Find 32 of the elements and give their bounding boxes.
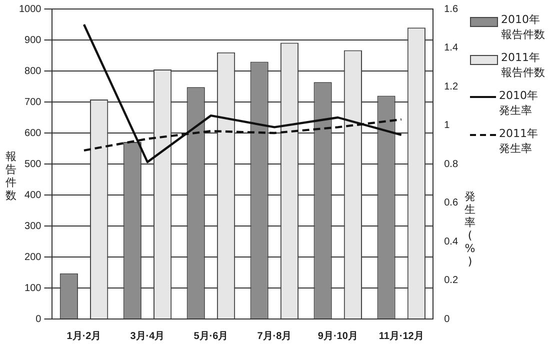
- legend-label: 2010年発生率: [499, 88, 539, 118]
- y-tick-label: 100: [24, 282, 42, 294]
- y2-tick-label: 0.4: [444, 236, 458, 248]
- y2-tick-label: 0.6: [444, 198, 458, 208]
- x-tick-label: 7月·8月: [257, 330, 292, 342]
- x-tick-label: 3月·4月: [130, 330, 165, 342]
- y-tick-label: 300: [24, 220, 42, 232]
- y2-tick-label: 1.4: [444, 42, 458, 54]
- y2-tick-label: 0.2: [444, 275, 458, 286]
- y-tick-label: 600: [24, 128, 42, 139]
- legend-label: 2010年報告件数: [501, 12, 546, 42]
- y2-tick-label: 0: [444, 314, 450, 325]
- y-tick-label: 200: [24, 252, 42, 263]
- y-tick-label: 400: [24, 190, 42, 201]
- legend-label: 2011年報告件数: [501, 50, 546, 80]
- x-tick-label: 1月·2月: [66, 330, 102, 342]
- y-tick-label: 1000: [18, 4, 42, 15]
- y2-tick-label: 0.8: [444, 158, 458, 170]
- y-tick-label: 500: [24, 158, 42, 170]
- legend-label: 2011年発生率: [499, 126, 539, 156]
- y-tick-label: 0: [36, 314, 42, 325]
- y2-tick-label: 1.2: [444, 81, 458, 92]
- y-tick-label: 700: [24, 96, 42, 108]
- y2-tick-label: 1.6: [444, 4, 458, 15]
- y-tick-label: 900: [24, 34, 42, 46]
- y-axis-title: 報告件数: [4, 150, 18, 202]
- y-tick-label: 800: [24, 66, 42, 77]
- x-tick-label: 11月·12月: [378, 330, 424, 342]
- y2-tick-label: 1: [444, 120, 450, 131]
- y2-axis-title: 発生率(%): [464, 190, 476, 268]
- x-tick-label: 5月·6月: [194, 330, 228, 342]
- x-tick-label: 9月·10月: [318, 330, 358, 342]
